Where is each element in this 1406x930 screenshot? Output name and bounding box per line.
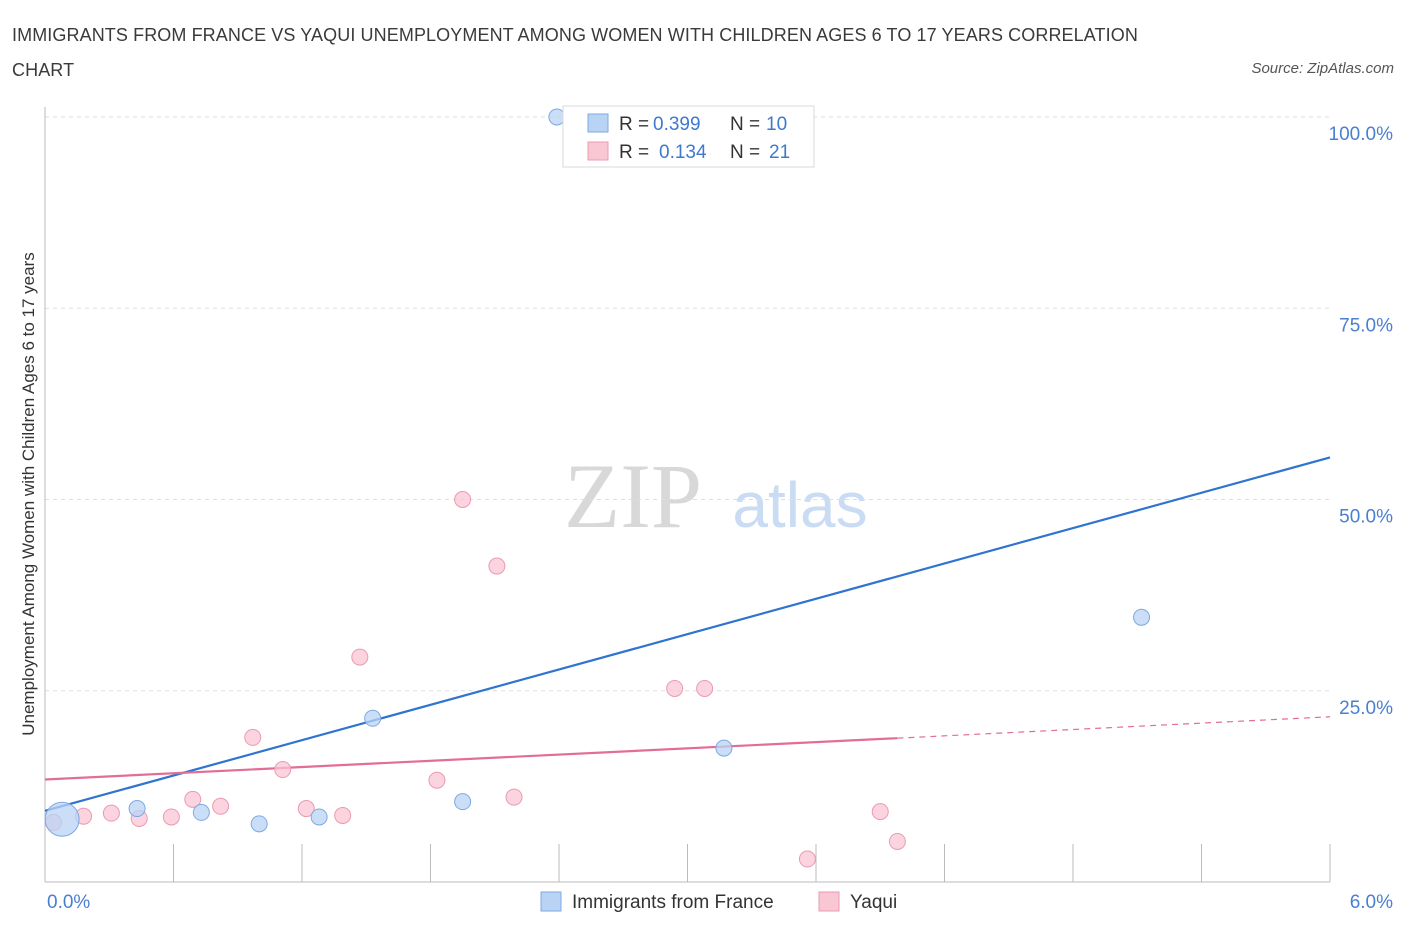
data-point-france bbox=[454, 793, 472, 811]
data-point-yaqui bbox=[666, 679, 684, 697]
stats-r-label-yaqui: R = bbox=[619, 142, 654, 163]
data-point-yaqui bbox=[102, 804, 120, 822]
stats-legend: R = 0.399 N = 10 R = 0.134 N = 21 bbox=[562, 105, 815, 168]
legend-swatch-yaqui bbox=[818, 891, 840, 912]
grid bbox=[45, 116, 1330, 692]
trend-line-yaqui-extension bbox=[897, 716, 1331, 739]
trend-lines bbox=[44, 456, 1331, 812]
data-point-france bbox=[44, 801, 80, 837]
stats-n-value-france: 10 bbox=[766, 114, 787, 135]
data-point-yaqui bbox=[274, 761, 292, 779]
data-point-yaqui bbox=[162, 808, 180, 826]
legend-swatch-france bbox=[540, 891, 562, 912]
stats-legend-swatch-yaqui bbox=[587, 141, 609, 161]
y-tick-label: 25.0% bbox=[1339, 698, 1393, 719]
data-point-france bbox=[364, 709, 382, 727]
data-point-france bbox=[250, 815, 268, 833]
data-point-yaqui bbox=[888, 832, 906, 850]
stats-r-label-france: R = bbox=[619, 114, 654, 135]
series-legend: Immigrants from France Yaqui bbox=[540, 891, 897, 913]
y-axis-label: Unemployment Among Women with Children A… bbox=[19, 252, 38, 736]
data-point-yaqui bbox=[871, 803, 889, 821]
stats-r-value-france: 0.399 bbox=[653, 114, 701, 135]
data-point-yaqui bbox=[454, 491, 472, 508]
data-point-france bbox=[548, 108, 566, 126]
data-point-france bbox=[1133, 608, 1151, 626]
axes bbox=[44, 107, 1331, 883]
data-point-yaqui bbox=[184, 790, 202, 808]
data-point-yaqui bbox=[351, 648, 369, 666]
data-point-yaqui bbox=[798, 850, 816, 868]
stats-legend-swatch-france bbox=[587, 113, 609, 133]
data-point-yaqui bbox=[488, 557, 506, 575]
x-tick-label: 6.0% bbox=[1350, 892, 1393, 913]
legend-label-france: Immigrants from France bbox=[572, 892, 774, 913]
data-points bbox=[44, 108, 1151, 868]
data-point-yaqui bbox=[696, 679, 714, 697]
legend-label-yaqui: Yaqui bbox=[850, 892, 897, 913]
tick-labels: 100.0% 75.0% 50.0% 25.0% 0.0% 6.0% bbox=[47, 124, 1393, 913]
trend-line-france bbox=[44, 456, 1331, 812]
y-tick-label: 100.0% bbox=[1329, 124, 1394, 145]
y-tick-label: 50.0% bbox=[1339, 507, 1393, 528]
source-credit: Source: ZipAtlas.com bbox=[1251, 60, 1394, 77]
x-tick-label: 0.0% bbox=[47, 892, 90, 913]
data-point-yaqui bbox=[505, 788, 523, 806]
data-point-yaqui bbox=[428, 771, 446, 789]
data-point-yaqui bbox=[334, 806, 352, 824]
trend-line-yaqui bbox=[44, 737, 898, 781]
stats-r-value-yaqui: 0.134 bbox=[659, 142, 707, 163]
watermark-atlas: atlas bbox=[732, 469, 867, 541]
data-point-france bbox=[310, 808, 328, 826]
data-point-france bbox=[192, 803, 210, 821]
data-point-yaqui bbox=[244, 728, 262, 746]
y-tick-label: 75.0% bbox=[1339, 315, 1393, 336]
chart-title: IMMIGRANTS FROM FRANCE VS YAQUI UNEMPLOY… bbox=[12, 25, 1138, 80]
data-point-france bbox=[128, 800, 146, 818]
stats-n-label-yaqui: N = bbox=[730, 142, 765, 163]
data-point-yaqui bbox=[297, 800, 315, 818]
data-point-france bbox=[715, 739, 733, 757]
stats-n-label-france: N = bbox=[730, 114, 765, 135]
data-point-yaqui bbox=[212, 797, 230, 815]
watermark-zip: ZIP bbox=[564, 445, 702, 547]
stats-n-value-yaqui: 21 bbox=[769, 142, 790, 163]
